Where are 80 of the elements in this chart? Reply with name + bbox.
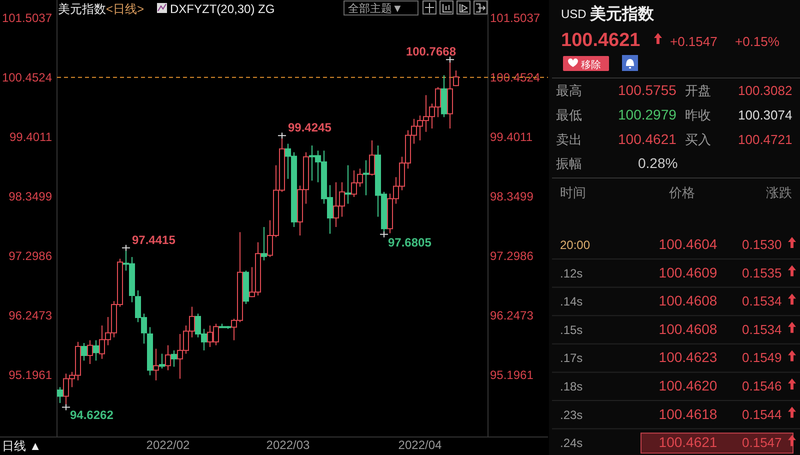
text: 100.4621 [658,434,718,450]
x-tick-label: 2022/04 [398,438,442,452]
text: +0.1547 [670,34,718,49]
text: USD [561,7,587,21]
annotation: 100.7668 [406,44,456,59]
chart-subtitle: <日线> [106,2,144,16]
y-tick-label: 101.5037 [2,11,52,26]
text: 日线 ▲ [2,439,42,453]
text: 20:00 [560,238,590,252]
y-tick-label: 96.2473 [8,308,52,323]
text: 100.4621 [561,30,641,51]
text: 最高 [556,83,582,98]
text: 100.4621 [618,131,677,147]
candlestick [93,340,99,362]
y2-tick-label: 97.2986 [490,249,534,264]
text: 最低 [556,108,582,122]
text: 昨收 [685,108,711,122]
y2-tick-label: 96.2473 [490,308,534,323]
text: 100.4608 [658,320,718,337]
candlestick [153,348,159,381]
candlestick [57,386,63,404]
text: 100.4721 [738,132,792,147]
text: 0.1546 [742,378,782,394]
text: 0.1549 [742,350,782,366]
x-tick-label: 2022/03 [266,438,310,452]
text: 0.1530 [742,237,782,252]
x-tick-label: 2022/02 [146,438,190,452]
text: 100.3082 [738,83,792,98]
y2-tick-label: 95.1961 [490,368,534,382]
y-tick-label: 97.2986 [8,249,52,264]
text: .23s [560,408,583,422]
annotation: 99.4245 [288,120,332,135]
annotation: DXFYZT(20,30) ZG [170,2,275,16]
text: 移除 [581,59,601,71]
y2-tick-label: 99.4011 [490,130,533,144]
text: 卖出 [556,132,582,147]
text: 100.4608 [658,292,718,309]
y-tick-label: 98.3499 [8,190,52,204]
text: 100.4604 [658,236,718,252]
y2-tick-label: 98.3499 [490,190,534,204]
text: 0.28% [638,155,678,171]
text: .18s [560,380,583,394]
y-tick-label: 99.4011 [10,130,52,144]
text: .15s [560,322,583,337]
text: .17s [560,351,583,366]
text: 100.4609 [658,264,718,280]
text: 美元指数 [589,4,655,23]
y2-tick-label: 100.4524 [490,70,540,85]
text: 开盘 [685,83,711,98]
candlestick [363,160,369,196]
text: 0.1547 [742,435,782,450]
text: 100.2979 [618,106,677,122]
y2-tick-label: 101.5037 [490,11,540,26]
text: 价格 [668,185,695,200]
candlestick [147,326,153,376]
y-tick-label: 95.1961 [8,368,52,382]
annotation: 97.6805 [388,235,432,250]
candlestick [345,164,351,204]
text: 买入 [685,132,711,147]
candlestick [87,340,93,364]
text: .14s [560,294,583,309]
annotation: 94.6262 [70,408,114,422]
annotation: 97.4415 [132,232,176,247]
text: 0.1544 [742,406,782,422]
text: +0.15% [735,34,780,49]
text: 时间 [560,185,586,200]
text: .12s [560,266,583,280]
annotation: 全部主题▼ [348,2,403,15]
text: 0.1534 [742,322,782,337]
text: 100.4618 [658,406,718,422]
text: 0.1535 [742,265,782,280]
text: 0.1534 [742,294,782,309]
text: 100.4623 [658,349,718,366]
text: 100.4620 [658,378,718,394]
text: .24s [560,436,583,450]
text: 100.5755 [618,82,677,98]
text: 100.3074 [738,108,792,122]
text: 振幅 [556,156,582,171]
text: 涨跌 [766,185,792,200]
y-tick-label: 100.4524 [2,70,52,85]
